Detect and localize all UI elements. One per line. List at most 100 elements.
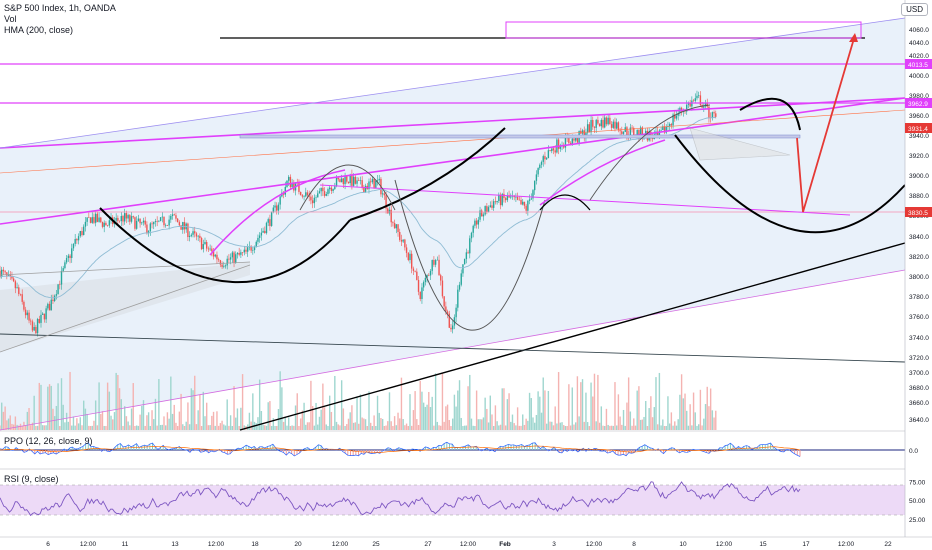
candle-body (525, 205, 527, 211)
volume-bar (658, 372, 661, 430)
price-tick-label: 3840.0 (909, 234, 929, 241)
candle-body (303, 196, 305, 197)
candle-body (602, 119, 604, 128)
candle-body (421, 287, 423, 299)
price-tick-label: 3960.0 (909, 113, 929, 120)
candle-body (50, 299, 52, 311)
volume-bar (182, 424, 184, 430)
ppo-histogram-bar (66, 450, 68, 452)
candle-body (545, 158, 548, 160)
candle-body (170, 216, 172, 220)
candle-body (515, 196, 517, 198)
candle-body (122, 215, 124, 222)
volume-bar (147, 412, 150, 430)
cap-arc (739, 97, 801, 131)
ppo-histogram-bar (534, 442, 536, 450)
volume-bar (387, 421, 389, 430)
candle-body (607, 117, 609, 125)
volume-bar (344, 425, 346, 430)
volume-bar (598, 422, 601, 430)
volume-bar (545, 423, 548, 430)
volume-bar (532, 417, 534, 430)
ppo-histogram-bar (663, 450, 665, 454)
ppo-histogram-bar (366, 450, 368, 452)
candle-body (390, 209, 392, 223)
ppo-histogram-bar (641, 446, 643, 450)
volume-bar (627, 377, 630, 430)
ppo-histogram-bar (422, 449, 424, 450)
volume-bar (563, 425, 565, 430)
volume-bar (564, 425, 567, 430)
ppo-histogram-bar (312, 449, 314, 450)
ppo-histogram-bar (371, 450, 373, 454)
volume-bar (397, 412, 399, 430)
volume-bar (347, 418, 350, 430)
volume-bar (127, 421, 129, 430)
candle-body (151, 223, 153, 225)
volume-bar (639, 419, 642, 430)
candle-body (158, 220, 160, 222)
currency-badge[interactable]: USD (901, 3, 928, 16)
price-label-bg (905, 207, 932, 217)
volume-bar (42, 425, 44, 430)
volume-bar (286, 425, 288, 430)
candle-body (36, 318, 39, 334)
candle-body (93, 217, 95, 223)
volume-bar (467, 386, 469, 430)
price-axis: 4060.0 4040.0 4020.0 4000.0 3980.0 3960.0 3940… (904, 0, 932, 550)
ppo-histogram-bar (523, 446, 525, 450)
candle-body (451, 325, 454, 330)
candle-body (639, 127, 642, 137)
volume-bar (578, 416, 580, 430)
candle-body (438, 259, 440, 276)
ppo-histogram-bar (566, 450, 568, 452)
volume-bar (363, 418, 365, 430)
candle-body (60, 270, 63, 285)
volume-bar (597, 374, 599, 430)
candle-body (375, 180, 377, 189)
time-tick-label: Feb (499, 541, 511, 548)
volume-bar (633, 418, 635, 430)
volume-bar (448, 420, 450, 430)
candle-body (197, 235, 199, 237)
volume-bar (648, 408, 650, 430)
ppo-histogram-bar (671, 447, 673, 450)
candle-body (622, 131, 625, 134)
time-axis: 6 12:00 11 13 12:00 18 20 12:00 25 27 12:00 Feb 3 12:… (0, 536, 932, 550)
candle-body (19, 293, 22, 295)
volume-bar (21, 425, 23, 430)
volume-bar (62, 404, 64, 430)
volume-bar (426, 404, 428, 430)
volume-bar (586, 422, 589, 430)
volume-bar (224, 425, 227, 430)
candle-body (229, 257, 232, 260)
candle-body (262, 230, 264, 233)
volume-bar (557, 372, 560, 430)
candle-body (323, 191, 326, 196)
volume-bar (392, 425, 394, 430)
ppo-histogram-bar (794, 450, 796, 454)
ppo-histogram-bar (143, 445, 145, 450)
candle-body (173, 214, 175, 216)
ppo-histogram-bar (165, 448, 167, 450)
volume-bar (530, 398, 532, 430)
volume-bar (89, 425, 92, 430)
candle-body (583, 130, 585, 138)
volume-bar (624, 425, 626, 430)
candle-body (619, 130, 621, 132)
volume-bar (494, 405, 497, 430)
legend-hma: HMA (200, close) (4, 25, 74, 35)
candle-body (597, 119, 599, 124)
ppo-histogram-bar (58, 450, 60, 453)
ppo-histogram-bar (577, 450, 579, 452)
ppo-histogram-bar (189, 450, 191, 453)
curve-magenta-1 (209, 169, 346, 256)
candle-body (564, 136, 567, 148)
candle-body (288, 176, 290, 181)
candle-body (494, 201, 497, 203)
ppo-histogram-bar (85, 444, 87, 450)
volume-bar (371, 425, 374, 430)
price-tick-label: 3640.0 (909, 417, 929, 424)
ppo-histogram-bar (684, 450, 686, 453)
